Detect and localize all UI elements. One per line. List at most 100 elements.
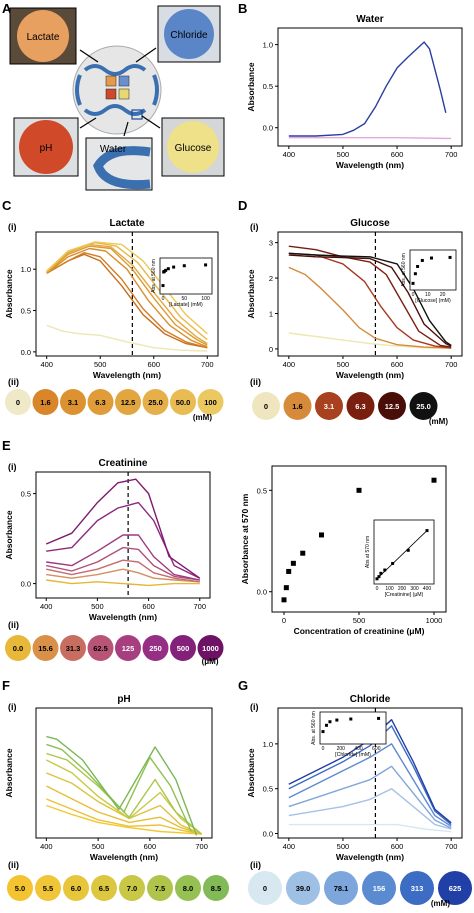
ph-pad [19,120,73,174]
series-line-d-4 [288,254,452,347]
inset-point-d-3 [420,258,424,262]
x-tick-label-g-3: 700 [445,842,458,851]
swatch-label-f-7: 8.5 [211,884,221,893]
series-line-f-6 [46,743,192,832]
swatch-circle-e-5 [142,635,169,661]
swatch-circle-d-0 [252,392,280,420]
inset-x-tick-label-e2-1: 100 [385,586,394,592]
swatch-label-f-3: 6.5 [99,884,109,893]
inset-point-d-5 [448,255,452,259]
inset-x-tick-label-g-1: 200 [337,746,346,752]
y-axis-label-e: Absorbance [4,510,14,559]
scatter-point-e2-1 [283,585,289,591]
swatch-label-c-2: 3.1 [68,398,78,407]
swatch-label-f-5: 7.5 [155,884,165,893]
swatch-circle-f-7 [203,875,229,901]
swatch-label-f-6: 8.0 [183,884,193,893]
swatch-circle-e-7 [197,635,224,661]
series-line-f-0 [46,804,202,835]
chart-title-d: Glucose [350,218,390,229]
swatch-circle-g-0 [248,871,282,905]
inset-point-c-5 [172,265,176,269]
lactate-label: Lactate [27,32,60,43]
series-line-c-2 [46,251,208,349]
device-well-2 [118,75,130,87]
inset-point-c-7 [204,263,208,267]
inset-y-label-d: Abs. at 560 nm [401,253,407,287]
y-axis-label-e2: Absorbance at 570 nm [240,493,250,584]
series-line-c-5 [46,243,208,345]
inset-point-d-2 [416,264,420,268]
series-line-g-2 [288,765,452,829]
chart-title-b: Water [356,14,384,25]
device-disc [72,45,162,135]
sublabel-c-i: (i) [8,222,17,232]
x-tick-label-b-2: 600 [391,150,404,159]
device-channel [75,64,159,116]
swatch-row-e: 0.0 15.6 31.3 62.5 125 250 500 1000 (μM) [5,635,224,666]
swatch-circle-g-3 [362,871,396,905]
chart-b: Water Wavelength (nm) Absorbance 400 500 600 7… [246,14,463,170]
chart-title-e: Creatinine [99,458,148,469]
swatch-unit-g: (mM) [431,899,450,908]
swatch-circle-e-1 [32,635,59,661]
inset-point-g-0 [321,730,325,734]
swatch-label-g-4: 313 [411,884,424,893]
swatch-row-f: 5.0 5.5 6.0 6.5 7.0 7.5 8.0 8.5 [7,875,229,901]
series-line-e-2 [46,559,200,583]
y-tick-label-d-1: 1 [269,309,273,318]
inset-frame-g [319,711,387,745]
x-tick-label-c-2: 600 [148,360,161,369]
swatch-label-d-3: 6.3 [355,402,365,411]
scatter-point-e2-4 [300,550,306,556]
chart-e2: Concentration of creatinine (μM) Absorban… [240,465,447,636]
series-line-f-5 [46,752,203,835]
swatch-circle-f-6 [175,875,201,901]
x-axis-label-d: Wavelength (nm) [336,370,404,380]
swatch-label-d-2: 3.1 [324,402,334,411]
arrow-glucose [141,115,161,129]
series-line-e-3 [46,546,200,581]
swatch-row-g: 0 39.0 78.1 156 313 625 (mM) [248,871,472,908]
x-axis-label-e: Wavelength (nm) [89,612,157,622]
swatch-label-e-3: 62.5 [93,644,108,653]
swatch-label-f-0: 5.0 [15,884,25,893]
x-tick-label-c-1: 500 [94,360,107,369]
swatch-label-e-1: 15.6 [38,644,53,653]
series-line-e-6 [45,478,201,579]
sublabel-f-ii: (ii) [8,860,19,870]
inset-point-c-3 [164,268,168,272]
plot-frame-c [35,231,219,357]
inset-point-d-1 [413,272,417,276]
chart-f: pH Wavelength (nm) Absorbance 400 500 600 700 [4,694,213,862]
series-line-d-0 [288,332,452,349]
chart-title-g: Chloride [350,694,391,705]
swatch-circle-g-1 [286,871,320,905]
y-tick-label-g-2: 1.0 [263,740,273,749]
swatch-circle-g-4 [400,871,434,905]
x-tick-label-e-3: 700 [194,602,207,611]
sublabel-f-i: (i) [8,702,17,712]
y-tick-label-c-0: 0.0 [21,348,31,357]
swatch-circle-c-0 [5,389,31,415]
plot-frame-b [277,27,463,147]
swatch-label-e-0: 0.0 [13,644,23,653]
swatch-label-f-2: 6.0 [71,884,81,893]
chloride-label: Chloride [170,30,208,41]
swatch-row-c: 0 1.6 3.1 6.3 12.5 25.0 50.0 100 (mM) [5,389,224,422]
panel-label-a: A [2,1,12,16]
y-tick-label-b-2: 1.0 [263,41,273,50]
series-line-g-0 [288,823,452,833]
x-tick-label-e-2: 600 [142,602,155,611]
x-tick-label-g-2: 600 [391,842,404,851]
swatch-circle-d-4 [378,392,406,420]
inset-point-g-1 [324,723,328,727]
x-tick-label-e2-2: 1000 [426,616,443,625]
ph-label: pH [40,143,53,154]
scatter-point-e2-7 [431,477,437,483]
swatch-label-f-4: 7.0 [127,884,137,893]
inset-point-g-3 [335,718,339,722]
series-line-f-2 [46,785,202,835]
